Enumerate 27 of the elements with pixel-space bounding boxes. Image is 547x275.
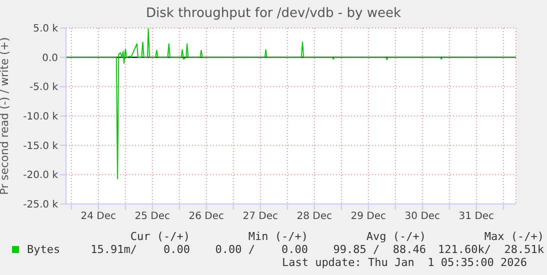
x-tick-label: 24 Dec [80,211,116,222]
y-tick-label: -15.0 k [23,140,58,152]
x-tick-label: 28 Dec [296,211,332,222]
y-tick-label: -10.0 k [23,112,58,123]
text: Avg (-/+) [365,230,426,243]
x-tick-label: 25 Dec [134,211,170,222]
text: 0.00 / 0.00 [214,243,308,256]
text: 15.91m/ 0.00 [90,243,190,256]
x-tick-label: 30 Dec [404,211,440,222]
text: 121.60k/ 28.51k [437,243,544,256]
x-tick-label: 31 Dec [458,211,494,222]
y-tick-label: 5.0 k [33,24,58,35]
text: Cur (-/+) [129,230,190,243]
x-tick-label: 29 Dec [350,211,386,222]
x-tick-label: 27 Dec [242,211,278,222]
y-tick-label: -20.0 k [23,170,58,182]
legend-label: Bytes [26,243,62,256]
chart-title: Disk throughput for /dev/vdb - by week [145,5,402,22]
x-tick-label: 26 Dec [188,211,224,222]
text: Last update: Thu Jan 1 05:35:00 2026 [280,256,528,269]
y-axis-title: Pr second read (-) / write (+) [0,37,11,195]
text: 99.85 / 88.46 [332,243,426,256]
y-tick-label: -5.0 k [30,82,58,94]
y-tick-label: 0.0 [42,52,58,64]
y-tick-label: -25.0 k [23,200,58,211]
text: Max (-/+) [483,230,544,243]
text: Min (-/+) [247,230,308,243]
